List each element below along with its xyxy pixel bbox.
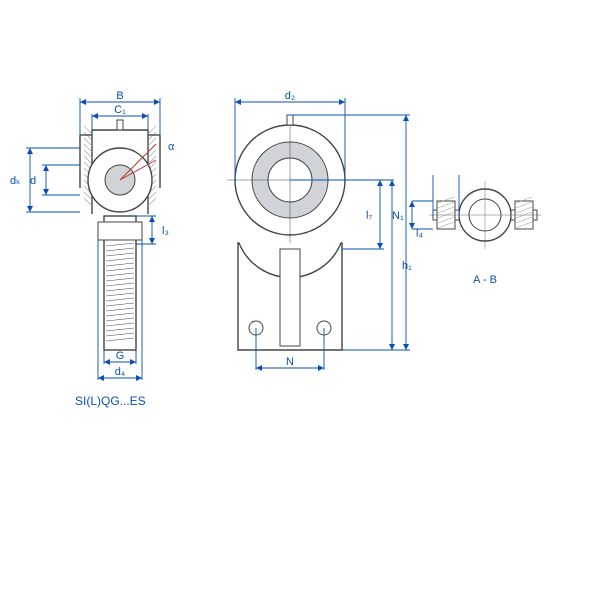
dim-label: α: [168, 141, 175, 153]
nipple: [117, 120, 123, 130]
dim-text: h₁: [402, 260, 412, 272]
model-label: SI(L)QG...ES: [75, 394, 146, 408]
dim-text: N₁: [392, 210, 404, 222]
section-label: A - B: [473, 274, 497, 286]
slot: [280, 249, 300, 346]
dim-text: dₖ: [10, 175, 21, 187]
dim-text: d₂: [285, 90, 295, 102]
technical-drawing: BC₁αddₖl₃Gd₄d₂l₄l₇h₁NN₁A - BSI(L)QG...ES: [0, 0, 600, 600]
dim-text: G: [116, 350, 125, 362]
dim-text: d: [30, 175, 36, 187]
nipple: [287, 115, 293, 125]
wrench-flat: [98, 222, 142, 240]
dim-text: d₄: [115, 366, 126, 378]
dim-text: C₁: [114, 104, 126, 116]
dim-text: N: [286, 356, 294, 368]
dim-text: B: [116, 90, 123, 102]
dim-text: l₃: [162, 225, 169, 237]
dim-text: l₇: [366, 210, 372, 222]
